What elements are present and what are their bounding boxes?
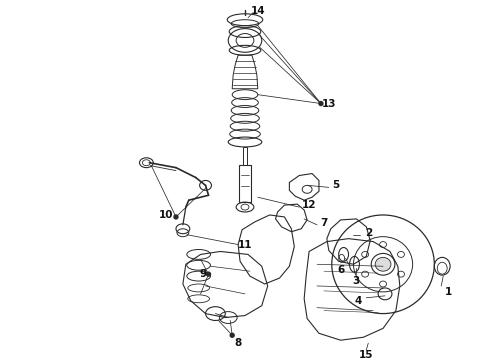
Text: 6: 6 — [337, 265, 344, 275]
Text: 14: 14 — [250, 6, 265, 16]
Text: 4: 4 — [355, 296, 362, 306]
Circle shape — [230, 333, 234, 337]
Text: 3: 3 — [353, 276, 360, 286]
Circle shape — [174, 215, 178, 219]
Bar — [243, 147, 247, 165]
Ellipse shape — [375, 257, 391, 271]
Text: 10: 10 — [159, 210, 173, 220]
Text: 8: 8 — [235, 338, 242, 348]
Text: 7: 7 — [320, 218, 328, 228]
Text: 15: 15 — [359, 350, 373, 360]
Circle shape — [319, 102, 323, 105]
Text: 12: 12 — [302, 200, 317, 210]
Text: 5: 5 — [332, 180, 340, 190]
Text: 9: 9 — [199, 269, 206, 279]
Text: 1: 1 — [444, 287, 452, 297]
Circle shape — [207, 272, 211, 276]
Text: 13: 13 — [321, 99, 336, 109]
Text: 11: 11 — [238, 239, 252, 249]
Text: 2: 2 — [365, 228, 372, 238]
Bar — [239, 165, 251, 202]
